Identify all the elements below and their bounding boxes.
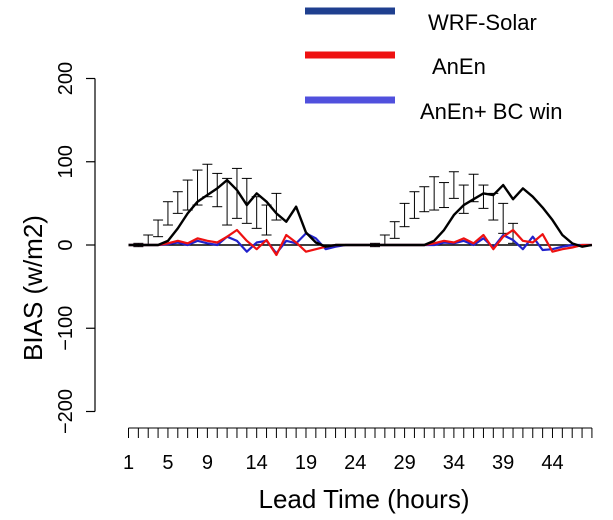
y-tick-label: 0 [55,239,77,250]
series-line-anen [128,228,592,257]
x-tick-label: 1 [123,452,134,474]
x-tick-label: 9 [202,452,213,474]
legend: WRF-Solar AnEn AnEn+ BC win [305,7,562,124]
x-tick-label: 19 [295,452,317,474]
x-tick-label: 14 [246,452,268,474]
plot-area [128,163,593,257]
y-tick-label: 200 [55,62,77,95]
y-tick-label: 100 [55,145,77,178]
series-line-wrf-solar [128,178,593,248]
legend-label: AnEn+ BC win [420,99,562,124]
y-tick-label: −200 [55,389,77,434]
y-axis-label: BIAS (w/m2) [18,215,48,361]
x-tick-label: 5 [162,452,173,474]
axes: −200 −100 0 100 200 1 5 9 14 19 24 29 34 39 44 [55,62,593,474]
y-tick-label: −100 [55,306,77,351]
legend-label: WRF-Solar [428,10,537,35]
x-axis-label: Lead Time (hours) [259,484,470,514]
x-tick-label: 39 [492,452,514,474]
series-line-anen-bc-win [128,232,592,255]
x-tick-label: 44 [541,452,563,474]
x-tick-label: 24 [344,452,366,474]
x-tick-label: 29 [393,452,415,474]
x-tick-label: 34 [443,452,465,474]
legend-label: AnEn [432,54,486,79]
